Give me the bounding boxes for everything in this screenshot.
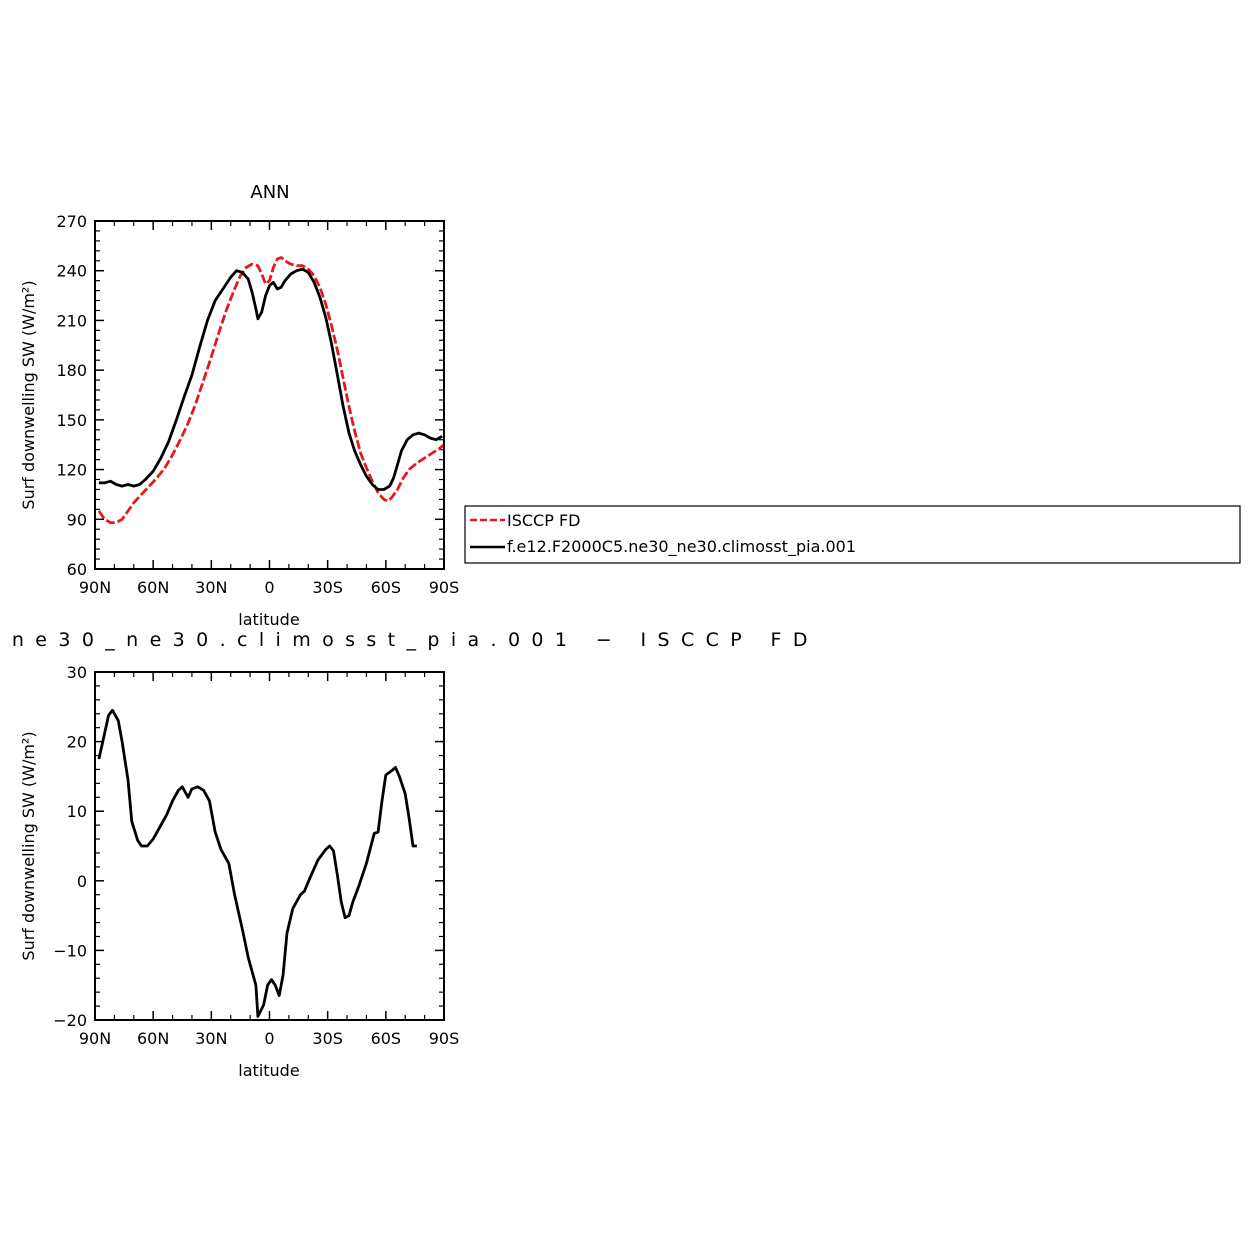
bottom-panel-x-ticks: 90N 60N 30N 0 30S 60S 90S — [79, 672, 459, 1048]
y-tick-label: 150 — [56, 411, 87, 430]
series-line-difference — [97, 708, 417, 1018]
legend-label-model: f.e12.F2000C5.ne30_ne30.climosst_pia.001 — [507, 537, 856, 557]
x-tick-label: 90S — [429, 1029, 460, 1048]
x-tick-label: 60S — [371, 578, 402, 597]
series-line-isccp — [97, 256, 445, 524]
y-tick-label: 20 — [67, 733, 87, 752]
x-tick-label: 90S — [429, 578, 460, 597]
x-tick-label: 60N — [137, 1029, 169, 1048]
x-tick-label: 0 — [264, 578, 274, 597]
y-tick-label: 210 — [56, 311, 87, 330]
bottom-panel-plot-frame — [94, 671, 445, 1021]
top-panel-x-axis-label: latitude — [238, 610, 299, 629]
y-tick-label: 0 — [77, 872, 87, 891]
y-tick-label: 120 — [56, 461, 87, 480]
bottom-panel-series-lines — [97, 708, 417, 1018]
y-tick-label: −10 — [53, 941, 87, 960]
legend-box — [464, 505, 1241, 564]
series-line-model — [98, 267, 443, 491]
y-tick-label: 270 — [56, 212, 87, 231]
x-tick-label: 90N — [79, 1029, 111, 1048]
x-tick-label: 30N — [195, 1029, 227, 1048]
bottom-panel: f.e12.F2000C5.ne30_ne30.climosst_pia.001… — [0, 629, 808, 1080]
y-tick-label: 30 — [67, 663, 87, 682]
top-panel-title: ANN — [250, 182, 289, 203]
y-tick-label: −20 — [53, 1011, 87, 1030]
y-tick-label: 10 — [67, 802, 87, 821]
top-panel-y-ticks: 60 90 120 150 180 210 240 270 — [56, 212, 444, 579]
y-tick-label: 240 — [56, 262, 87, 281]
x-tick-label: 60N — [137, 578, 169, 597]
top-panel: ANN 60 90 120 150 180 210 240 270 90N 60N 30N 0 30S… — [19, 182, 459, 629]
top-panel-legend: ISCCP FD f.e12.F2000C5.ne30_ne30.climoss… — [464, 505, 1241, 564]
x-tick-label: 30S — [312, 578, 343, 597]
bottom-panel-y-axis-label: Surf downwelling SW (W/m²) — [19, 731, 38, 960]
top-panel-plot-frame — [94, 220, 445, 570]
bottom-panel-x-axis-label: latitude — [238, 1061, 299, 1080]
legend-label-isccp: ISCCP FD — [507, 511, 580, 530]
x-tick-label: 30N — [195, 578, 227, 597]
y-tick-label: 90 — [67, 510, 87, 529]
x-tick-label: 30S — [312, 1029, 343, 1048]
y-tick-label: 60 — [67, 560, 87, 579]
top-panel-x-ticks: 90N 60N 30N 0 30S 60S 90S — [79, 221, 459, 597]
x-tick-label: 0 — [264, 1029, 274, 1048]
top-panel-y-axis-label: Surf downwelling SW (W/m²) — [19, 280, 38, 509]
top-panel-series-lines — [97, 256, 445, 524]
bottom-panel-title: f.e12.F2000C5.ne30_ne30.climosst_pia.001… — [0, 629, 808, 651]
x-tick-label: 60S — [371, 1029, 402, 1048]
y-tick-label: 180 — [56, 361, 87, 380]
bottom-panel-y-ticks: −20 −10 0 10 20 30 — [53, 663, 444, 1030]
x-tick-label: 90N — [79, 578, 111, 597]
